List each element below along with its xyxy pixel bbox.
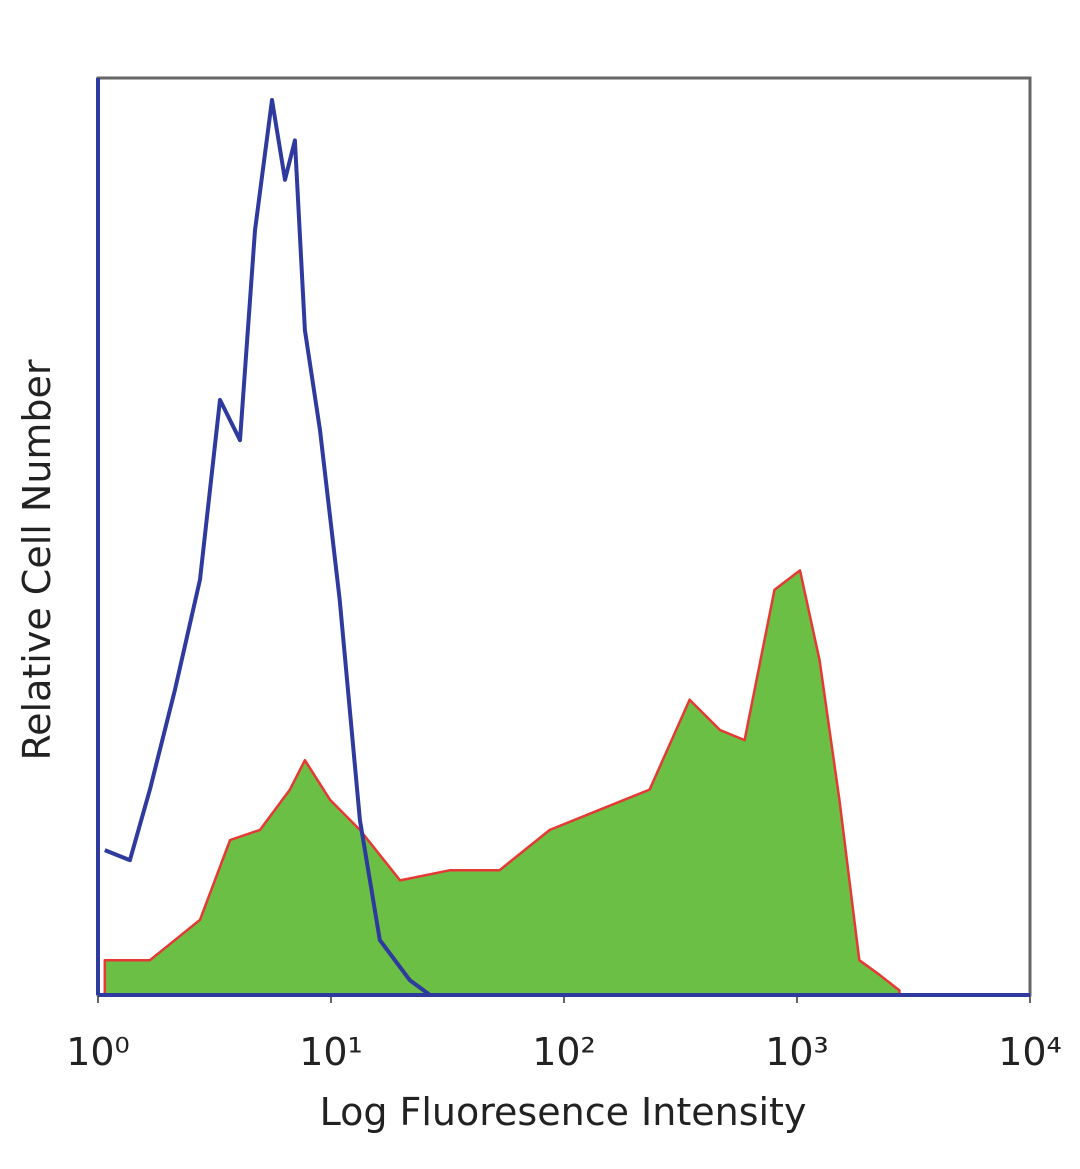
x-tick-label: 10³ <box>765 1030 829 1074</box>
x-tick-label: 10⁰ <box>66 1030 130 1074</box>
x-tick-label: 10¹ <box>299 1030 363 1074</box>
x-tick-label: 10² <box>532 1030 596 1074</box>
area <box>103 569 901 997</box>
line <box>104 98 1030 997</box>
y-axis-label: Relative Cell Number <box>15 359 59 760</box>
x-tick-label: 10⁴ <box>998 1030 1062 1074</box>
x-axis-label: Log Fluoresence Intensity <box>320 1090 807 1134</box>
